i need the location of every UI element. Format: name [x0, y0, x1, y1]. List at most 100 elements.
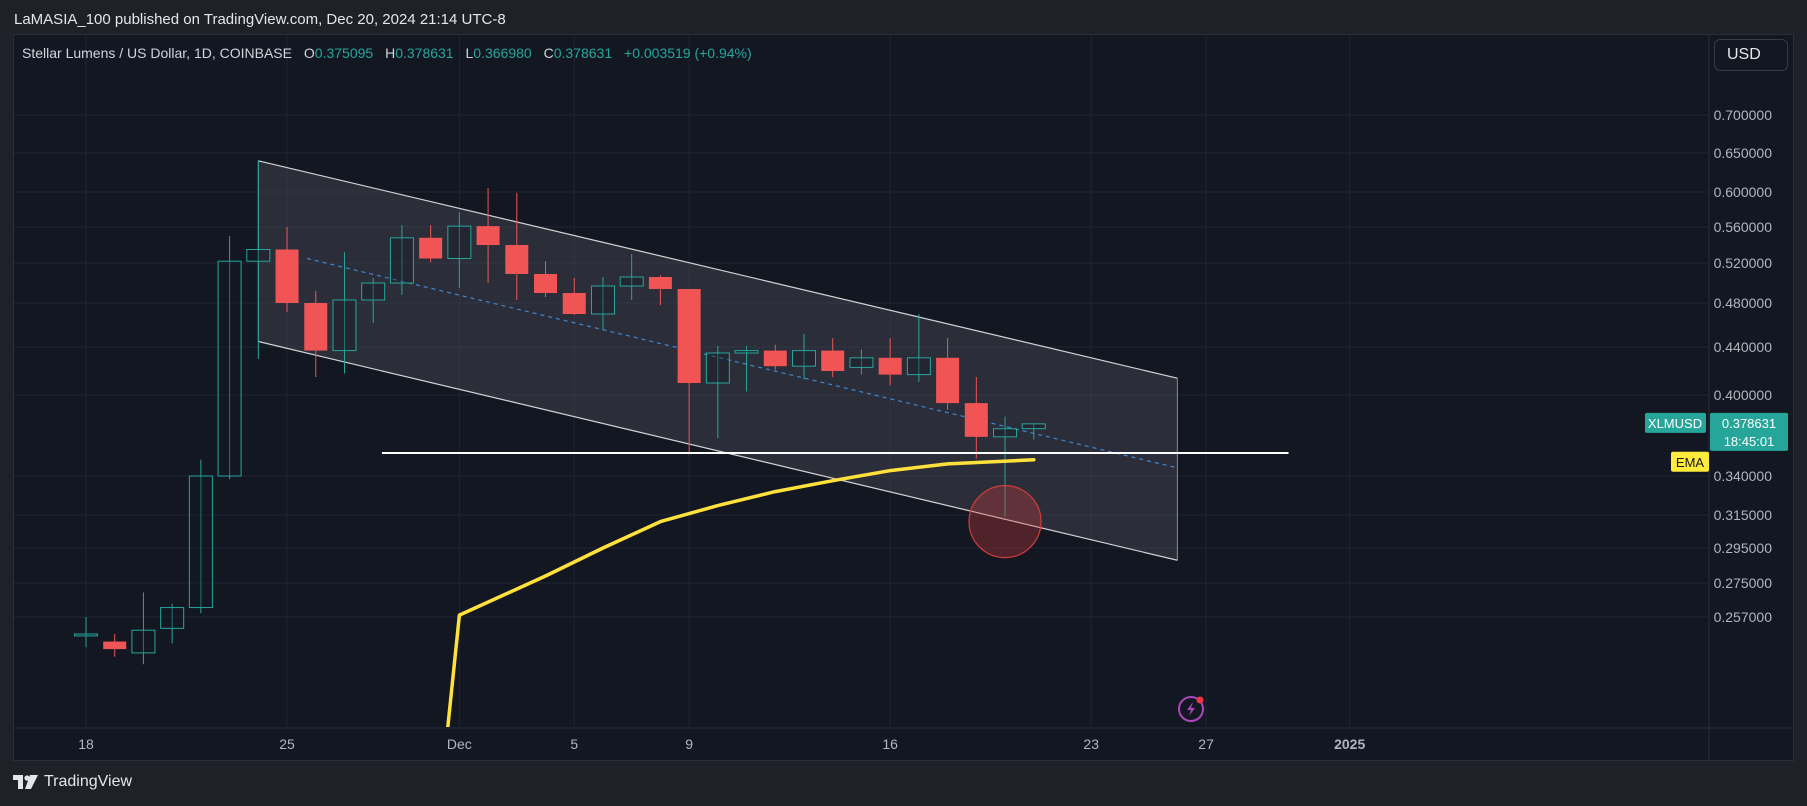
- candle-body: [389, 237, 414, 284]
- candle-body: [619, 276, 644, 287]
- candle-body: [763, 350, 787, 367]
- last-price-text: 0.378631: [1722, 416, 1776, 431]
- ticker-badge: [1645, 412, 1706, 433]
- candle: [648, 275, 672, 306]
- price-axis-label: 0.340000: [1714, 468, 1773, 484]
- candle: [993, 416, 1018, 517]
- candle: [131, 592, 156, 665]
- time-axis-label: 5: [570, 736, 578, 752]
- channel-mid-line: [306, 257, 1178, 469]
- candle: [332, 252, 357, 374]
- candle: [936, 338, 960, 410]
- time-axis-label: 23: [1083, 736, 1099, 752]
- candle-body: [734, 350, 759, 354]
- candle-body: [906, 357, 931, 376]
- lightning-icon[interactable]: [1178, 696, 1204, 722]
- candle-body: [246, 249, 271, 262]
- price-axis-label: 0.275000: [1714, 575, 1773, 591]
- candle: [389, 225, 414, 295]
- price-axis-label: 0.257000: [1714, 609, 1773, 625]
- legend-change: +0.003519 (+0.94%): [624, 45, 752, 61]
- candle-body: [936, 357, 960, 404]
- candle: [821, 338, 845, 377]
- price-axis-label: 0.400000: [1714, 387, 1773, 403]
- candle: [792, 333, 816, 380]
- candle: [590, 277, 615, 331]
- candle: [419, 225, 443, 263]
- legend-o-label: O: [303, 45, 315, 61]
- time-axis-label: Dec: [447, 736, 472, 752]
- highlight-circle[interactable]: [968, 484, 1042, 559]
- footer: [0, 762, 1807, 806]
- candle: [878, 338, 902, 386]
- channel-lower-line[interactable]: [258, 340, 1178, 561]
- candle: [906, 314, 931, 382]
- candle: [160, 603, 185, 644]
- currency-button[interactable]: USD: [1714, 39, 1788, 71]
- legend-l-label: L: [465, 45, 474, 61]
- top-bar: LaMASIA_100 published on TradingView.com…: [0, 0, 1807, 34]
- legend-c-label: C: [543, 45, 554, 61]
- candle-body: [821, 350, 845, 371]
- candle-body: [332, 299, 357, 352]
- candle: [275, 227, 299, 312]
- candle-body: [590, 285, 615, 315]
- legend-h-label: H: [385, 45, 396, 61]
- time-axis-label: 27: [1198, 736, 1214, 752]
- candle: [246, 160, 271, 359]
- price-axis-label: 0.520000: [1714, 255, 1773, 271]
- candle-body: [304, 303, 328, 351]
- legend-l-value: 0.366980: [473, 45, 532, 61]
- time-axis-label: 25: [279, 736, 295, 752]
- price-axis[interactable]: 0.700000 0.650000 0.600000 0.560000 0.520000…: [1714, 107, 1773, 625]
- ema-badge-text: EMA: [1676, 455, 1705, 470]
- countdown-text: 18:45:01: [1724, 434, 1775, 449]
- candle-body: [217, 260, 242, 477]
- candle-body: [74, 633, 98, 637]
- ema-badge: [1671, 451, 1709, 472]
- candle: [74, 617, 98, 648]
- candle: [763, 344, 787, 370]
- price-axis-label: 0.560000: [1714, 219, 1773, 235]
- candle: [562, 278, 586, 316]
- candle-body: [188, 475, 213, 609]
- candle-body: [849, 357, 874, 368]
- candle: [361, 278, 386, 323]
- candle-body: [361, 282, 386, 301]
- price-axis-label: 0.700000: [1714, 107, 1773, 123]
- candle: [734, 345, 759, 392]
- candle-body: [160, 607, 185, 629]
- channel-upper-line[interactable]: [258, 160, 1178, 379]
- candle-body: [275, 249, 299, 303]
- candle: [849, 349, 874, 375]
- ema-line[interactable]: [446, 458, 1036, 731]
- candle: [217, 236, 242, 480]
- candle-body: [562, 293, 586, 314]
- tradingview-brand: TradingView: [44, 773, 133, 790]
- publisher-line: LaMASIA_100 published on TradingView.com…: [14, 11, 506, 28]
- candle-body: [131, 629, 156, 654]
- candle-body: [705, 352, 730, 384]
- axis-badges: XLMUSD 0.378631 18:45:01 EMA: [1645, 412, 1788, 472]
- candle-body: [447, 225, 472, 259]
- tradingview-logo[interactable]: TradingView: [13, 773, 132, 791]
- chart-frame[interactable]: [13, 34, 1794, 761]
- legend-symbol: Stellar Lumens / US Dollar, 1D, COINBASE: [22, 45, 292, 61]
- time-axis-label: 18: [78, 736, 94, 752]
- tradingview-logo-icon: [13, 775, 38, 789]
- time-axis[interactable]: 18 25 Dec 5 9 16 23 27 2025: [78, 736, 1365, 752]
- last-price-badge: [1710, 412, 1788, 451]
- legend-o-value: 0.375095: [314, 45, 374, 61]
- candle: [677, 289, 701, 455]
- price-axis-label: 0.650000: [1714, 145, 1773, 161]
- candle: [534, 261, 558, 297]
- grid: [14, 35, 1708, 727]
- candle: [447, 212, 472, 288]
- candle-body: [677, 289, 701, 383]
- overlays: [381, 452, 1289, 731]
- candle: [304, 291, 328, 377]
- legend-h-value: 0.378631: [395, 45, 454, 61]
- ohlc-legend: Stellar Lumens / US Dollar, 1D, COINBASE…: [22, 45, 752, 61]
- candle: [705, 345, 730, 439]
